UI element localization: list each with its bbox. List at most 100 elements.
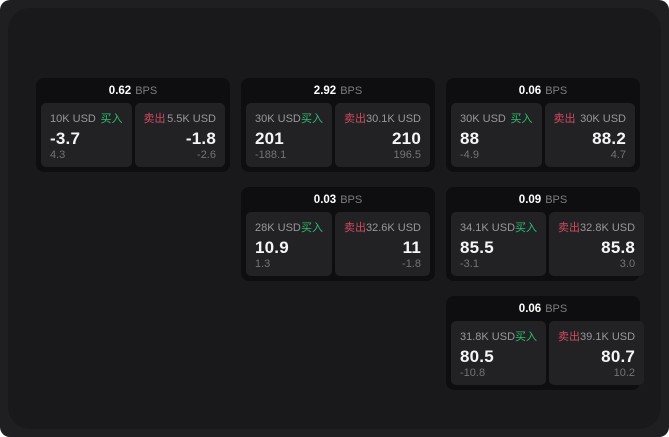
sell-tile-header: 卖出 39.1K USD xyxy=(558,328,635,344)
sell-tile[interactable]: 卖出 39.1K USD 80.7 10.2 xyxy=(549,321,645,385)
sell-price: 210 xyxy=(392,129,421,148)
bps-value: 0.06 xyxy=(518,85,542,97)
buy-sub-value: -10.8 xyxy=(460,367,486,379)
buy-tile[interactable]: 34.1K USD 买入 85.5 -3.1 xyxy=(451,212,547,276)
quote-card: 0.06 BPS 30K USD 买入 88 -4.9 卖出 30K USD 88… xyxy=(446,78,640,172)
buy-tile-header: 30K USD 买入 xyxy=(255,110,323,126)
sell-side-label: 卖出 xyxy=(343,222,366,234)
card-body: 10K USD 买入 -3.7 4.3 卖出 5.5K USD -1.8 -2.… xyxy=(36,103,230,167)
buy-tile[interactable]: 30K USD 买入 88 -4.9 xyxy=(451,103,542,167)
card-header: 0.62 BPS xyxy=(36,78,230,103)
sell-price: 11 xyxy=(402,238,421,257)
buy-side-label: 买入 xyxy=(515,222,538,234)
sell-side-label: 卖出 xyxy=(343,113,366,125)
buy-price: 10.9 xyxy=(255,238,289,257)
buy-side-label: 买入 xyxy=(300,113,323,125)
buy-tile[interactable]: 28K USD 买入 10.9 1.3 xyxy=(246,212,332,276)
quote-card: 0.62 BPS 10K USD 买入 -3.7 4.3 卖出 5.5K USD … xyxy=(36,78,230,172)
sell-amount: 5.5K USD xyxy=(167,113,216,125)
quote-card: 0.06 BPS 31.8K USD 买入 80.5 -10.8 卖出 39.1K… xyxy=(446,296,645,390)
sell-tile[interactable]: 卖出 30K USD 88.2 4.7 xyxy=(544,103,635,167)
sell-tile-header: 卖出 32.6K USD xyxy=(344,219,421,235)
buy-price: 80.5 xyxy=(460,347,494,366)
buy-amount: 10K USD xyxy=(50,113,96,125)
sell-tile-header: 卖出 30.1K USD xyxy=(344,110,421,126)
sell-amount: 32.6K USD xyxy=(365,222,421,234)
bps-value: 2.92 xyxy=(313,85,337,97)
sell-sub-value: 10.2 xyxy=(613,367,636,379)
sell-sub-value: 3.0 xyxy=(619,258,636,270)
bps-value: 0.06 xyxy=(518,303,542,315)
buy-amount: 30K USD xyxy=(255,113,301,125)
sell-side-label: 卖出 xyxy=(558,331,581,343)
buy-amount: 28K USD xyxy=(255,222,301,234)
sell-amount: 30.1K USD xyxy=(365,113,421,125)
sell-tile-header: 卖出 30K USD xyxy=(554,110,627,126)
buy-price: -3.7 xyxy=(50,129,81,148)
sell-sub-value: -1.8 xyxy=(402,258,421,270)
sell-side-label: 卖出 xyxy=(143,113,166,125)
sell-price: 88.2 xyxy=(592,129,626,148)
sell-tile-header: 卖出 5.5K USD xyxy=(144,110,217,126)
sell-price: 85.8 xyxy=(601,238,636,257)
sell-sub-value: -2.6 xyxy=(197,149,216,161)
card-header: 0.06 BPS xyxy=(446,296,640,321)
card-body: 34.1K USD 买入 85.5 -3.1 卖出 32.8K USD 85.8… xyxy=(446,212,645,276)
buy-side-label: 买入 xyxy=(100,113,123,125)
buy-sub-value: 4.3 xyxy=(50,149,66,161)
buy-amount: 31.8K USD xyxy=(460,331,516,343)
buy-price: 85.5 xyxy=(460,238,494,257)
buy-price: 88 xyxy=(460,129,480,148)
buy-tile[interactable]: 30K USD 买入 201 -188.1 xyxy=(246,103,332,167)
card-body: 30K USD 买入 88 -4.9 卖出 30K USD 88.2 4.7 xyxy=(446,103,640,167)
bps-unit-label: BPS xyxy=(340,85,363,97)
bps-value: 0.62 xyxy=(108,85,132,97)
buy-tile-header: 28K USD 买入 xyxy=(255,219,323,235)
bps-unit-label: BPS xyxy=(545,194,568,206)
buy-side-label: 买入 xyxy=(515,331,538,343)
card-body: 30K USD 买入 201 -188.1 卖出 30.1K USD 210 1… xyxy=(241,103,435,167)
sell-tile[interactable]: 卖出 32.6K USD 11 -1.8 xyxy=(334,212,430,276)
buy-tile-header: 31.8K USD 买入 xyxy=(460,328,537,344)
buy-sub-value: 1.3 xyxy=(255,258,271,270)
bps-value: 0.03 xyxy=(313,194,337,206)
buy-tile-header: 30K USD 买入 xyxy=(460,110,533,126)
sell-tile[interactable]: 卖出 32.8K USD 85.8 3.0 xyxy=(549,212,645,276)
buy-tile[interactable]: 10K USD 买入 -3.7 4.3 xyxy=(41,103,132,167)
sell-side-label: 卖出 xyxy=(558,222,581,234)
buy-sub-value: -4.9 xyxy=(460,149,479,161)
sell-price: 80.7 xyxy=(601,347,636,366)
card-header: 0.09 BPS xyxy=(446,187,640,212)
sell-tile-header: 卖出 32.8K USD xyxy=(558,219,635,235)
buy-side-label: 买入 xyxy=(510,113,533,125)
buy-side-label: 买入 xyxy=(300,222,323,234)
buy-sub-value: -3.1 xyxy=(460,258,479,270)
buy-tile-header: 34.1K USD 买入 xyxy=(460,219,537,235)
card-body: 31.8K USD 买入 80.5 -10.8 卖出 39.1K USD 80.… xyxy=(446,321,645,385)
quote-card: 2.92 BPS 30K USD 买入 201 -188.1 卖出 30.1K U… xyxy=(241,78,435,172)
buy-amount: 34.1K USD xyxy=(460,222,516,234)
sell-sub-value: 4.7 xyxy=(610,149,626,161)
card-header: 0.06 BPS xyxy=(446,78,640,103)
sell-side-label: 卖出 xyxy=(553,113,576,125)
card-header: 0.03 BPS xyxy=(241,187,435,212)
bps-unit-label: BPS xyxy=(135,85,158,97)
bps-unit-label: BPS xyxy=(340,194,363,206)
buy-tile[interactable]: 31.8K USD 买入 80.5 -10.8 xyxy=(451,321,547,385)
sell-tile[interactable]: 卖出 30.1K USD 210 196.5 xyxy=(334,103,430,167)
card-body: 28K USD 买入 10.9 1.3 卖出 32.6K USD 11 -1.8 xyxy=(241,212,435,276)
sell-tile[interactable]: 卖出 5.5K USD -1.8 -2.6 xyxy=(134,103,225,167)
sell-price: -1.8 xyxy=(185,129,216,148)
sell-sub-value: 196.5 xyxy=(393,149,421,161)
sell-amount: 39.1K USD xyxy=(580,331,636,343)
card-header: 2.92 BPS xyxy=(241,78,435,103)
buy-price: 201 xyxy=(255,129,284,148)
bps-value: 0.09 xyxy=(518,194,542,206)
bps-unit-label: BPS xyxy=(545,303,568,315)
quote-card: 0.09 BPS 34.1K USD 买入 85.5 -3.1 卖出 32.8K … xyxy=(446,187,645,281)
buy-amount: 30K USD xyxy=(460,113,506,125)
sell-amount: 30K USD xyxy=(580,113,626,125)
buy-tile-header: 10K USD 买入 xyxy=(50,110,123,126)
buy-sub-value: -188.1 xyxy=(255,149,287,161)
